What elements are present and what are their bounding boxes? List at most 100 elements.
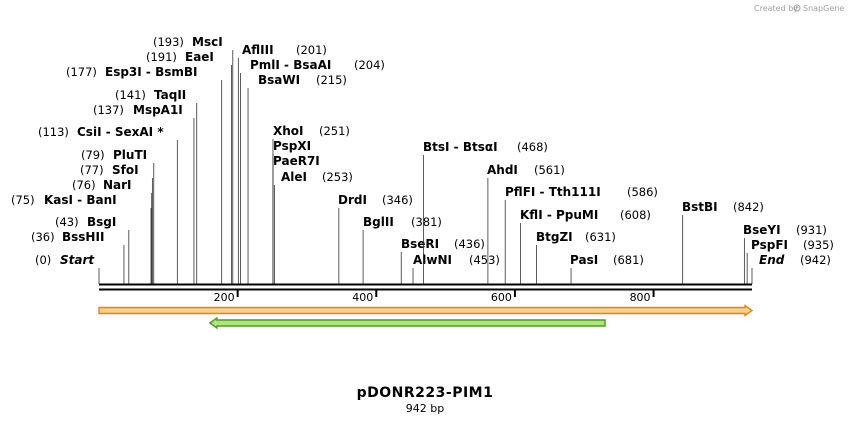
site-name: BssHII <box>62 230 104 244</box>
site-position: (36) <box>31 230 55 244</box>
site-name: Start <box>60 253 95 267</box>
tick-600: 600 <box>491 290 516 304</box>
site-position: (631) <box>585 230 616 244</box>
site-position: (77) <box>80 163 104 177</box>
orange-feature[interactable] <box>98 304 754 317</box>
site-name: BsgI <box>87 215 116 229</box>
site-name: KasI - BanI <box>44 193 117 207</box>
site-position: (346) <box>382 193 413 207</box>
site-btsi-bts-i[interactable]: BtsI - BtsαI (468) <box>423 140 548 284</box>
site-taqii[interactable]: TaqII (141) <box>115 88 198 284</box>
site-position: (931) <box>796 223 827 237</box>
site-name: Esp3I - BsmBI <box>105 65 197 79</box>
site-mspa1i[interactable]: MspA1I (137) <box>93 103 195 284</box>
site-name: TaqII <box>154 88 186 102</box>
snapgene-brand: SnapGene <box>803 4 844 13</box>
tick-label: 800 <box>630 291 651 304</box>
site-name: BstBI <box>682 200 718 214</box>
site-afliii[interactable]: AflIII (201) <box>237 43 327 284</box>
site-ahdi[interactable]: AhdI (561) <box>487 163 565 284</box>
site-pluti[interactable]: PluTI (79) <box>81 148 155 284</box>
site-position: (842) <box>733 200 764 214</box>
site-position: (76) <box>72 178 96 192</box>
site-position: (215) <box>316 73 347 87</box>
site-name: MspA1I <box>133 103 183 117</box>
features <box>98 304 754 330</box>
site-position: (79) <box>81 148 105 162</box>
site-position: (141) <box>115 88 146 102</box>
restriction-sites: Start (0) BssHII (36) BsgI (43) KasI - BanI (75… <box>11 35 834 284</box>
site-drdi[interactable]: DrdI (346) <box>338 193 413 284</box>
tick-label: 200 <box>214 291 235 304</box>
site-name: BseRI <box>401 237 439 251</box>
site-position: (137) <box>93 103 124 117</box>
site-name: MscI <box>192 35 223 49</box>
site-esp3i-bsmbi[interactable]: Esp3I - BsmBI (177) <box>66 65 223 284</box>
site-name: SfoI <box>112 163 139 177</box>
site-position: (177) <box>66 65 97 79</box>
site-kfli-ppumi[interactable]: KflI - PpuMI (608) <box>520 208 651 284</box>
site-name: CsiI - SexAI * <box>77 125 164 139</box>
site-position: (191) <box>146 50 177 64</box>
site-bsgi[interactable]: BsgI (43) <box>55 215 130 284</box>
site-position: (468) <box>517 140 548 154</box>
site-name: NarI <box>103 178 132 192</box>
site-csii-sexai[interactable]: CsiI - SexAI * (113) <box>38 125 178 284</box>
site-eaei[interactable]: EaeI (191) <box>146 50 232 284</box>
site-msci[interactable]: MscI (193) <box>153 35 234 284</box>
site-name: EaeI <box>185 50 214 64</box>
site-name: XhoI <box>273 124 304 138</box>
tick-400: 400 <box>352 290 378 304</box>
site-bsshii[interactable]: BssHII (36) <box>31 230 125 284</box>
site-start[interactable]: Start (0) <box>35 253 100 284</box>
site-end[interactable]: End (942) <box>751 253 831 284</box>
site-position: (75) <box>11 193 35 207</box>
site-name: BtgZI <box>536 230 573 244</box>
site-pasi[interactable]: PasI (681) <box>570 253 644 284</box>
site-position: (43) <box>55 215 79 229</box>
site-alei[interactable]: AleI (253) <box>273 170 353 284</box>
site-btgzi[interactable]: BtgZI (631) <box>536 230 616 284</box>
site-position: (113) <box>38 125 69 139</box>
site-nari[interactable]: NarI (76) <box>72 178 153 284</box>
site-name: DrdI <box>338 193 367 207</box>
site-position: (201) <box>296 43 327 57</box>
site-position: (436) <box>454 237 485 251</box>
site-position: (453) <box>469 253 500 267</box>
tick-200: 200 <box>214 290 239 304</box>
green-feature[interactable] <box>208 316 606 330</box>
site-name: BsaWI <box>258 73 300 87</box>
site-position: (561) <box>534 163 565 177</box>
site-name: BglII <box>363 215 394 229</box>
map-length: 942 bp <box>406 402 444 415</box>
site-name: AleI <box>281 170 307 184</box>
site-paer7i[interactable]: PaeR7I <box>272 154 320 284</box>
site-pflfi-tth111i[interactable]: PflFI - Tth111I (586) <box>504 185 658 284</box>
tick-label: 400 <box>352 291 373 304</box>
site-position: (0) <box>35 253 51 267</box>
site-bseri[interactable]: BseRI (436) <box>400 237 485 284</box>
site-alwni[interactable]: AlwNI (453) <box>412 253 500 284</box>
site-position: (935) <box>803 238 834 252</box>
site-bstbi[interactable]: BstBI (842) <box>682 200 764 284</box>
site-position: (204) <box>354 58 385 72</box>
site-position: (586) <box>627 185 658 199</box>
site-pmli-bsaai[interactable]: PmlI - BsaAI (204) <box>240 58 385 284</box>
site-name: BseYI <box>743 223 781 237</box>
tick-label: 600 <box>491 291 512 304</box>
site-bseyi[interactable]: BseYI (931) <box>743 223 827 284</box>
credit-text: Created by <box>754 4 798 13</box>
site-bglii[interactable]: BglII (381) <box>362 215 442 284</box>
site-position: (381) <box>411 215 442 229</box>
site-name: BtsI - BtsαI <box>423 140 498 154</box>
site-bsawi[interactable]: BsaWI (215) <box>247 73 347 284</box>
site-sfoi[interactable]: SfoI (77) <box>80 163 153 284</box>
site-kasi-bani[interactable]: KasI - BanI (75) <box>11 193 152 284</box>
site-name: PspXI <box>273 139 311 153</box>
site-name: PaeR7I <box>273 154 320 168</box>
site-name: AlwNI <box>413 253 452 267</box>
site-pspfi[interactable]: PspFI (935) <box>746 238 834 284</box>
site-name: PmlI - BsaAI <box>250 58 331 72</box>
